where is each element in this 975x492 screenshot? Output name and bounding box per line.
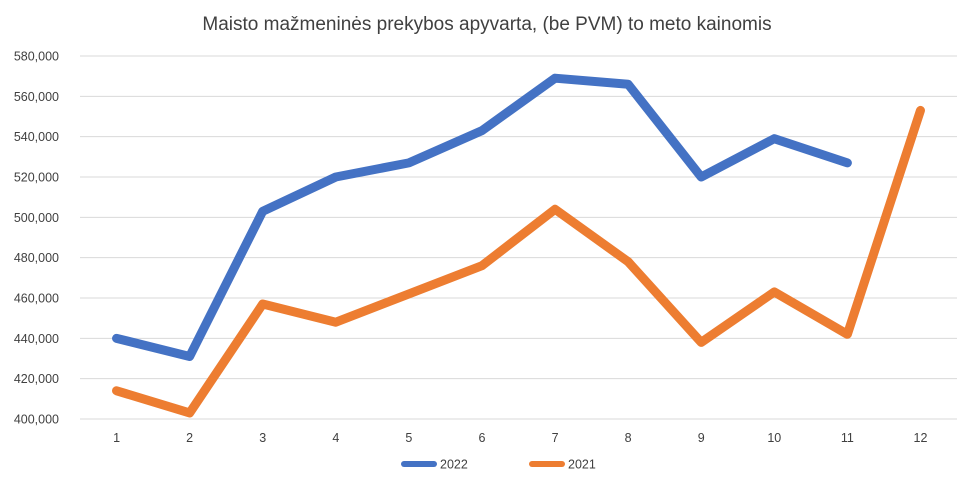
x-tick-label: 8 xyxy=(625,431,632,445)
gridlines xyxy=(80,55,957,420)
series-line-2021 xyxy=(112,105,925,418)
x-tick-label: 5 xyxy=(405,431,412,445)
x-tick-label: 7 xyxy=(552,431,559,445)
legend-label: 2022 xyxy=(440,458,468,472)
y-tick-label: 540,000 xyxy=(14,130,59,144)
legend-label: 2021 xyxy=(568,458,596,472)
y-tick-label: 500,000 xyxy=(14,211,59,225)
series-lines xyxy=(112,73,925,418)
y-tick-label: 560,000 xyxy=(14,90,59,104)
x-tick-label: 4 xyxy=(332,431,339,445)
chart-title: Maisto mažmeninės prekybos apyvarta, (be… xyxy=(202,14,771,35)
y-tick-label: 440,000 xyxy=(14,332,59,346)
x-tick-label: 12 xyxy=(914,431,928,445)
x-tick-label: 6 xyxy=(478,431,485,445)
legend: 2022 2021 xyxy=(401,458,596,472)
x-axis: 1 2 3 4 5 6 7 8 9 10 11 12 xyxy=(113,431,927,445)
y-tick-label: 460,000 xyxy=(14,292,59,306)
x-tick-label: 9 xyxy=(698,431,705,445)
x-tick-label: 2 xyxy=(186,431,193,445)
y-axis: 400,000 420,000 440,000 460,000 480,000 500,0… xyxy=(14,50,59,427)
y-tick-label: 400,000 xyxy=(14,413,59,427)
x-tick-label: 10 xyxy=(767,431,781,445)
series-line-2022 xyxy=(112,73,852,361)
y-tick-label: 580,000 xyxy=(14,50,59,64)
x-tick-label: 11 xyxy=(841,431,854,445)
x-tick-label: 1 xyxy=(113,431,120,445)
y-tick-label: 420,000 xyxy=(14,372,59,386)
x-tick-label: 3 xyxy=(259,431,266,445)
y-tick-label: 520,000 xyxy=(14,171,59,185)
y-tick-label: 480,000 xyxy=(14,251,59,265)
